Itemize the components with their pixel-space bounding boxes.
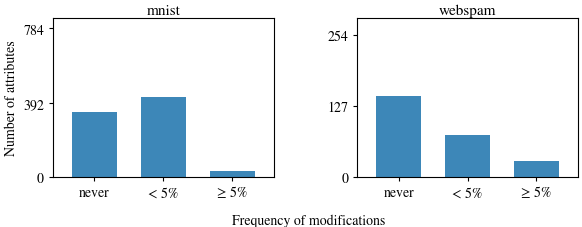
Y-axis label: Number of attributes: Number of attributes [4,40,17,155]
Bar [514,161,559,177]
Text: Frequency of modifications: Frequency of modifications [232,214,385,227]
Title: mnist: mnist [147,4,180,17]
Title: webspam: webspam [439,4,496,17]
Bar [210,171,255,177]
Bar [377,96,421,177]
Bar [445,135,490,177]
Bar [72,113,117,177]
Bar [141,97,186,177]
